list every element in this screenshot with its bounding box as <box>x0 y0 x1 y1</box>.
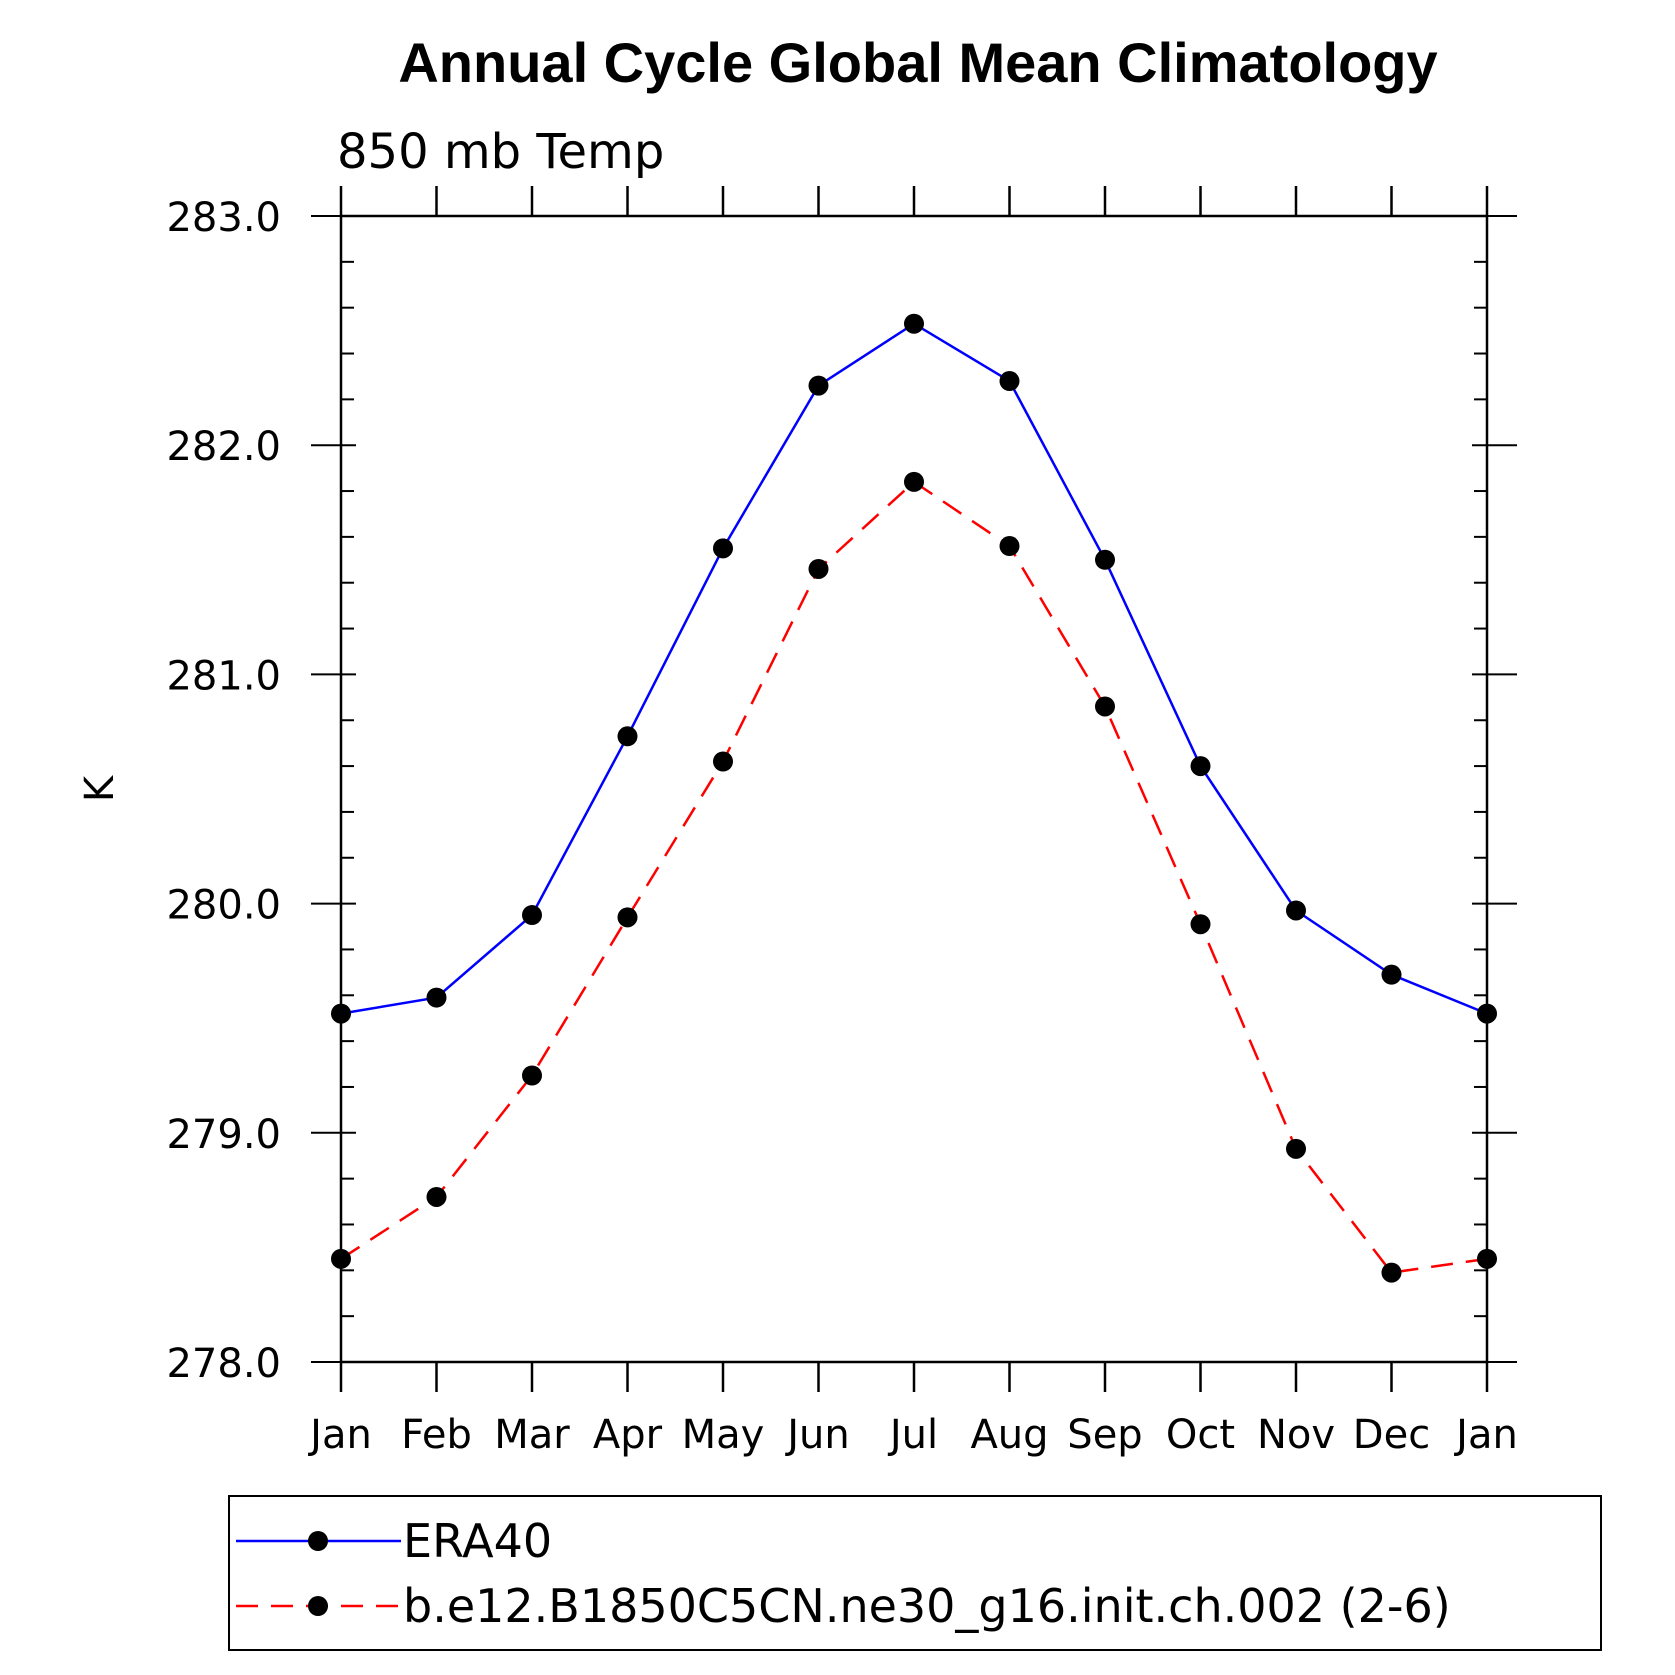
legend: ERA40 b.e12.B1850C5CN.ne30_g16.init.ch.00… <box>228 1495 1602 1651</box>
legend-marker <box>308 1531 328 1551</box>
legend-box <box>228 1495 1602 1651</box>
x-tick-label: May <box>682 1412 765 1458</box>
x-tick-label: Apr <box>593 1412 663 1458</box>
y-tick-label: 279.0 <box>166 1112 281 1158</box>
x-tick-label: Aug <box>970 1412 1048 1458</box>
data-point <box>1286 900 1306 921</box>
x-tick-label: Jul <box>887 1412 938 1458</box>
series-line-1 <box>340 322 1488 1015</box>
legend-marker <box>308 1596 328 1616</box>
data-point <box>1286 1138 1306 1159</box>
data-point <box>999 371 1020 392</box>
data-point <box>904 471 924 492</box>
x-tick-labels: Jan Feb Mar Apr May Jun Jul Aug Sep Oct Nov Dec Jan <box>307 1412 1518 1458</box>
x-tick-label: Jan <box>1453 1412 1518 1458</box>
chart-subtitle: 850 mb Temp <box>337 124 664 180</box>
data-point <box>1095 696 1115 717</box>
series-points <box>331 313 1497 1283</box>
data-point <box>426 987 447 1008</box>
y-tick-label: 282.0 <box>166 424 281 470</box>
x-tick-label: Feb <box>401 1412 472 1458</box>
data-point <box>1095 549 1115 570</box>
data-point <box>522 905 542 926</box>
data-point <box>426 1186 447 1207</box>
data-point <box>1190 756 1211 777</box>
data-point <box>808 375 829 396</box>
data-point <box>713 538 733 559</box>
y-tick-label: 278.0 <box>166 1341 281 1387</box>
data-point <box>617 907 638 928</box>
y-tick-label: 281.0 <box>166 653 281 699</box>
y-axis-label: K <box>77 774 123 802</box>
legend-label: ERA40 <box>403 1514 552 1568</box>
data-point <box>1190 914 1211 935</box>
x-tick-label: Oct <box>1166 1412 1235 1458</box>
data-point <box>999 536 1020 557</box>
plot-frame <box>339 214 1489 1364</box>
x-tick-label: Jan <box>307 1412 372 1458</box>
legend-label: b.e12.B1850C5CN.ne30_g16.init.ch.002 (2-… <box>403 1579 1451 1633</box>
x-tick-label: Dec <box>1353 1412 1430 1458</box>
data-point <box>1381 964 1402 985</box>
y-tick-label: 283.0 <box>166 195 281 241</box>
chart-title: Annual Cycle Global Mean Climatology <box>398 31 1437 94</box>
x-tick-label: Nov <box>1257 1412 1335 1458</box>
data-point <box>808 558 829 579</box>
legend-entries: ERA40 b.e12.B1850C5CN.ne30_g16.init.ch.00… <box>236 1514 1451 1633</box>
y-tick-labels: 278.0 279.0 280.0 281.0 282.0 283.0 <box>166 195 281 1387</box>
x-tick-label: Jun <box>784 1412 850 1458</box>
data-point <box>904 313 924 334</box>
data-point <box>522 1065 542 1086</box>
x-tick-label: Sep <box>1067 1412 1142 1458</box>
data-point <box>617 726 638 747</box>
data-point <box>1381 1262 1402 1283</box>
series-line-2 <box>340 480 1488 1274</box>
series-lines <box>340 322 1488 1274</box>
y-tick-label: 280.0 <box>166 883 281 929</box>
x-tick-label: Mar <box>494 1412 570 1458</box>
data-point <box>713 751 733 772</box>
axis-ticks <box>311 186 1517 1392</box>
